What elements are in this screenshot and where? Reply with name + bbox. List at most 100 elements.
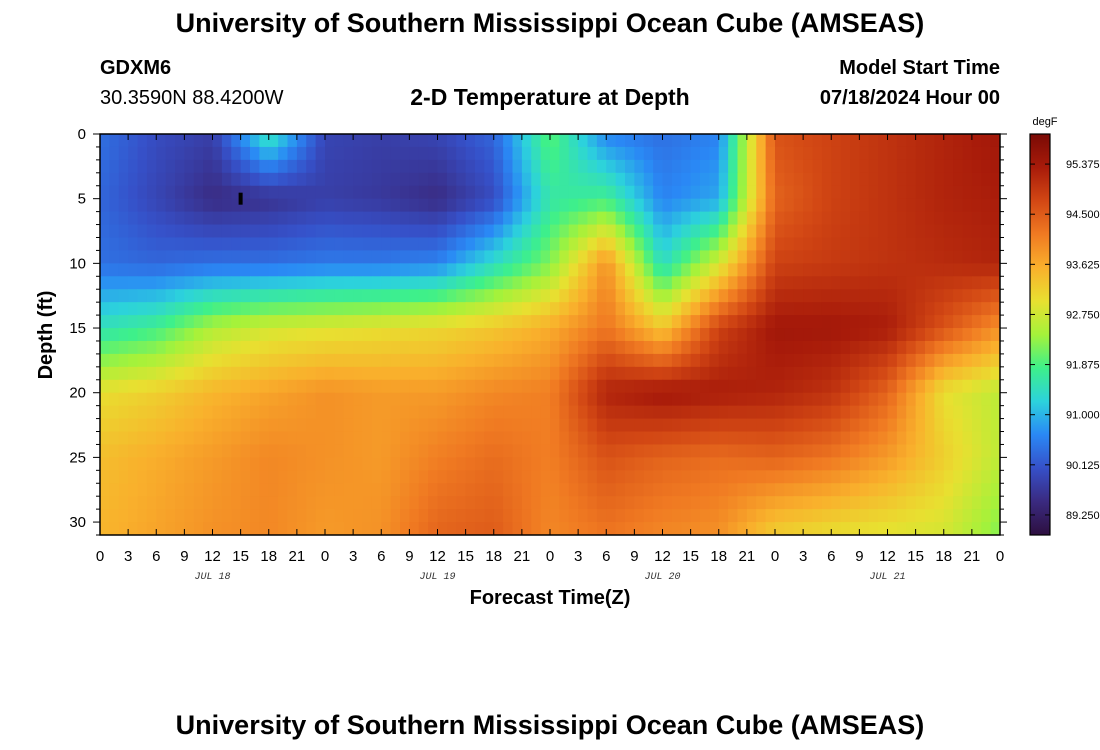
- heatmap-cell: [718, 496, 729, 510]
- heatmap-cell: [850, 263, 860, 277]
- heatmap-cell: [203, 263, 214, 277]
- heatmap-cell: [850, 392, 860, 407]
- x-tick-label: 0: [546, 548, 554, 565]
- heatmap-cell: [775, 353, 785, 368]
- heatmap-cell: [475, 276, 485, 290]
- x-tick-label: 6: [602, 548, 610, 565]
- heatmap-cell: [925, 522, 935, 535]
- heatmap-cell: [231, 289, 242, 303]
- heatmap-cell: [418, 379, 429, 394]
- heatmap-cell: [737, 237, 748, 252]
- heatmap-cell: [587, 302, 598, 316]
- heatmap-cell: [381, 146, 392, 161]
- heatmap-cell: [587, 522, 598, 535]
- heatmap-cell: [681, 198, 692, 213]
- heatmap-cell: [737, 224, 748, 239]
- heatmap-cell: [868, 496, 879, 510]
- heatmap-cell: [503, 496, 514, 510]
- heatmap-cell: [306, 483, 317, 497]
- heatmap-cell: [437, 263, 448, 277]
- heatmap-cell: [184, 328, 195, 342]
- heatmap-cell: [240, 353, 251, 368]
- heatmap-cell: [540, 379, 551, 394]
- heatmap-cell: [831, 146, 842, 161]
- heatmap-cell: [268, 185, 279, 200]
- heatmap-cell: [343, 470, 354, 484]
- heatmap-cell: [409, 328, 420, 342]
- heatmap-cell: [418, 483, 429, 497]
- heatmap-cell: [887, 134, 898, 148]
- heatmap-cell: [212, 392, 223, 407]
- heatmap-cell: [259, 172, 270, 187]
- heatmap-cell: [653, 353, 664, 368]
- heatmap-cell: [503, 470, 514, 484]
- heatmap-cell: [925, 405, 935, 420]
- heatmap-cell: [465, 483, 476, 497]
- heatmap-cell: [578, 418, 589, 433]
- heatmap-cell: [662, 237, 673, 252]
- x-tick-label: 0: [996, 548, 1004, 565]
- heatmap-cell: [700, 353, 710, 368]
- heatmap-cell: [728, 159, 739, 174]
- heatmap-cell: [287, 444, 298, 458]
- heatmap-cell: [165, 431, 176, 446]
- heatmap-cell: [793, 315, 804, 329]
- heatmap-cell: [521, 457, 532, 471]
- heatmap-cell: [756, 405, 767, 420]
- heatmap-cell: [165, 289, 176, 303]
- heatmap-cell: [428, 366, 439, 381]
- heatmap-cell: [343, 146, 354, 161]
- heatmap-cell: [906, 431, 917, 446]
- heatmap-cell: [493, 457, 504, 471]
- heatmap-cell: [625, 366, 635, 381]
- heatmap-cell: [643, 237, 654, 252]
- heatmap-cell: [625, 392, 635, 407]
- heatmap-cell: [221, 250, 232, 264]
- heatmap-cell: [934, 289, 945, 303]
- heatmap-cell: [250, 340, 260, 355]
- heatmap-cell: [821, 250, 832, 264]
- heatmap-cell: [278, 379, 289, 394]
- heatmap-cell: [465, 444, 476, 458]
- heatmap-cell: [475, 392, 485, 407]
- heatmap-cell: [934, 328, 945, 342]
- heatmap-cell: [512, 276, 523, 290]
- heatmap-cell: [746, 328, 757, 342]
- heatmap-cell: [718, 444, 729, 458]
- heatmap-cell: [878, 340, 889, 355]
- heatmap-cell: [146, 353, 157, 368]
- heatmap-cell: [850, 379, 860, 394]
- heatmap-cell: [887, 198, 898, 213]
- heatmap-cell: [146, 522, 157, 535]
- heatmap-cell: [793, 379, 804, 394]
- heatmap-cell: [493, 392, 504, 407]
- heatmap-cell: [587, 146, 598, 161]
- heatmap-cell: [803, 276, 814, 290]
- heatmap-cell: [868, 418, 879, 433]
- heatmap-cell: [850, 146, 860, 161]
- heatmap-cell: [850, 198, 860, 213]
- heatmap-cell: [803, 134, 814, 148]
- heatmap-cell: [428, 237, 439, 252]
- heatmap-cell: [925, 289, 935, 303]
- heatmap-cell: [100, 444, 110, 458]
- colorbar-scale: [1029, 133, 1051, 536]
- heatmap-cell: [287, 134, 298, 148]
- heatmap-cell: [446, 289, 457, 303]
- heatmap-cell: [231, 134, 242, 148]
- heatmap-cell: [512, 159, 523, 174]
- heatmap-cell: [428, 470, 439, 484]
- heatmap-cell: [784, 146, 795, 161]
- heatmap-cell: [240, 237, 251, 252]
- heatmap-cell: [981, 146, 992, 161]
- heatmap-cell: [606, 340, 617, 355]
- heatmap-cell: [896, 172, 907, 187]
- heatmap-cell: [296, 522, 307, 535]
- heatmap-cell: [765, 289, 776, 303]
- heatmap-cell: [737, 470, 748, 484]
- heatmap-cell: [540, 353, 551, 368]
- heatmap-cell: [971, 418, 982, 433]
- heatmap-cell: [878, 289, 889, 303]
- heatmap-cell: [793, 159, 804, 174]
- heatmap-cell: [325, 328, 335, 342]
